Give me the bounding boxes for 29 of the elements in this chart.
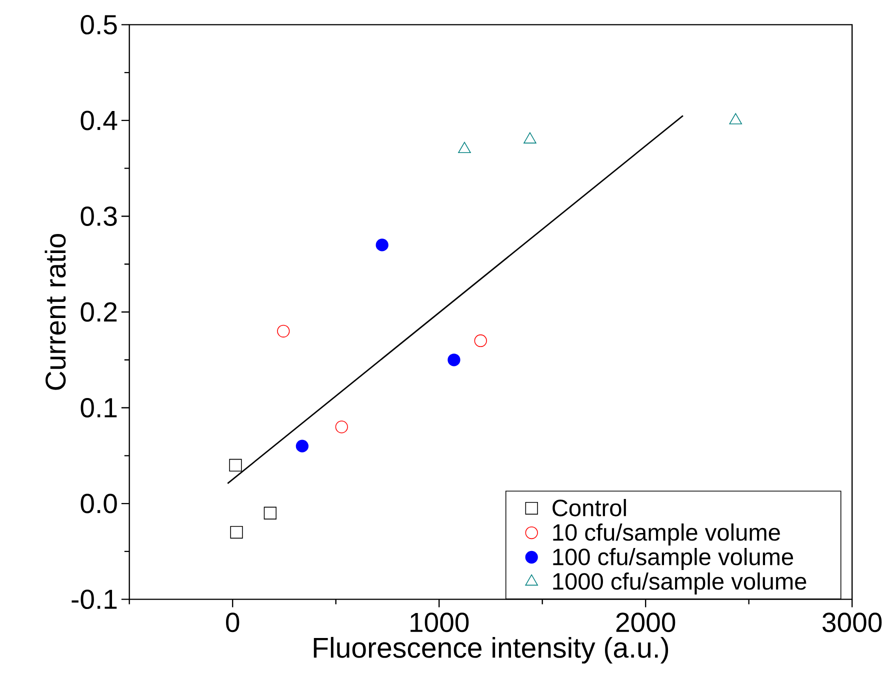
x-axis-title: Fluorescence intensity (a.u.) [314, 636, 668, 664]
point [229, 458, 242, 472]
point [474, 334, 487, 347]
x-tick-label: 2000 [616, 612, 676, 632]
point [376, 238, 388, 252]
legend-label: 100 cfu/sample volume [553, 548, 794, 570]
y-tick-label: 0.3 [80, 206, 117, 226]
legend-label: 10 cfu/sample volume [553, 523, 780, 546]
y-axis-title: Current ratio [44, 234, 66, 390]
y-tick-label: 0.5 [80, 14, 117, 34]
x-tick-label: 0 [226, 612, 240, 632]
point [729, 113, 742, 124]
y-tick-label: 0.4 [80, 110, 118, 130]
point [448, 353, 460, 366]
point [524, 132, 536, 144]
point [264, 506, 276, 520]
y-tick-label: -0.1 [72, 589, 117, 609]
y-tick-label: 0.1 [80, 398, 117, 418]
legend-label: Control [552, 498, 626, 516]
point [296, 440, 309, 452]
point [458, 142, 471, 153]
x-tick-label: 1000 [410, 612, 469, 632]
point [277, 324, 290, 338]
point [335, 420, 348, 434]
legend-label: 1000 cfu/sample volume [553, 572, 806, 594]
x-tick-label: 3000 [822, 612, 882, 632]
y-tick-label: 0.2 [80, 302, 117, 322]
point [230, 526, 243, 538]
y-tick-label: 0.0 [80, 494, 117, 514]
